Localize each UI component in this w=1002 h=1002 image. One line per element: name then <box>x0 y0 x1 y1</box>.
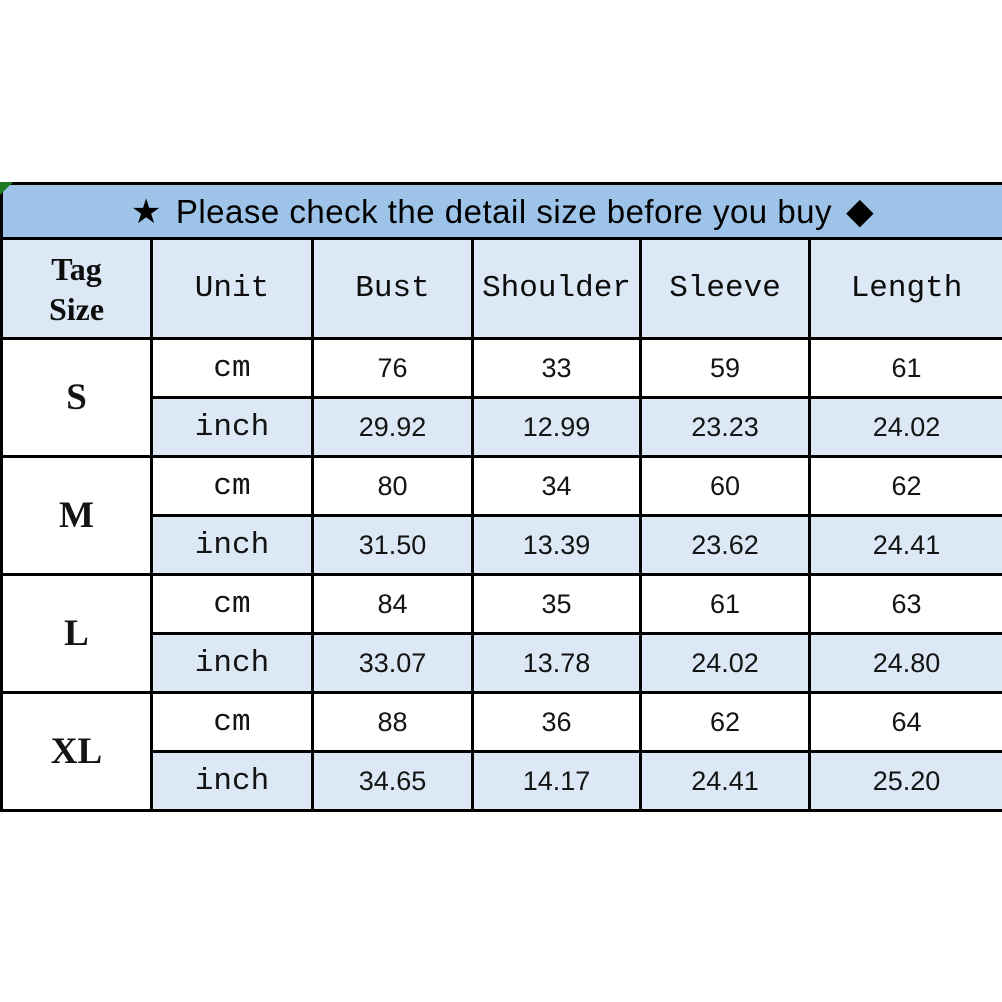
value-cell: 12.99 <box>471 396 642 458</box>
unit-cm-label: cm <box>150 691 314 753</box>
value-cell: 34.65 <box>311 750 474 812</box>
value-cell: 80 <box>311 455 474 517</box>
value-cell: 24.02 <box>639 632 811 694</box>
value-cell: 24.41 <box>639 750 811 812</box>
size-label-l: L <box>0 573 153 694</box>
size-label-xl: XL <box>0 691 153 812</box>
header-bust: Bust <box>311 237 474 340</box>
unit-inch-label: inch <box>150 750 314 812</box>
size-label-s: S <box>0 337 153 458</box>
unit-inch-label: inch <box>150 514 314 576</box>
value-cell: 76 <box>311 337 474 399</box>
corner-marker-triangle <box>0 182 13 195</box>
value-cell: 29.92 <box>311 396 474 458</box>
header-row: Tag Size Unit Bust Shoulder Sleeve Lengt… <box>0 237 1002 340</box>
value-cell: 23.62 <box>639 514 811 576</box>
value-cell: 33 <box>471 337 642 399</box>
value-cell: 33.07 <box>311 632 474 694</box>
value-cell: 60 <box>639 455 811 517</box>
value-cell: 14.17 <box>471 750 642 812</box>
value-cell: 64 <box>807 691 1002 753</box>
table-row-l-inch: inch 33.07 13.78 24.02 24.80 <box>2 632 1002 694</box>
unit-cm-label: cm <box>150 337 314 399</box>
unit-cm-label: cm <box>150 455 314 517</box>
value-cell: 35 <box>471 573 642 635</box>
value-cell: 36 <box>471 691 642 753</box>
value-cell: 24.02 <box>807 396 1002 458</box>
table-row-l-cm: L cm 84 35 61 63 <box>0 573 1002 694</box>
value-cell: 61 <box>807 337 1002 399</box>
header-tag-size: Tag Size <box>0 237 153 340</box>
banner-text: Please check the detail size before you … <box>175 193 833 230</box>
size-chart-table: ★ Please check the detail size before you… <box>0 182 1002 812</box>
value-cell: 13.39 <box>471 514 642 576</box>
table-row-xl-inch: inch 34.65 14.17 24.41 25.20 <box>2 750 1002 812</box>
size-label-m: M <box>0 455 153 576</box>
table-row-s-cm: S cm 76 33 59 61 <box>0 337 1002 458</box>
value-cell: 24.80 <box>807 632 1002 694</box>
header-sleeve: Sleeve <box>639 237 811 340</box>
value-cell: 84 <box>311 573 474 635</box>
unit-inch-label: inch <box>150 632 314 694</box>
star-icon: ★ <box>130 193 162 231</box>
unit-cm-label: cm <box>150 573 314 635</box>
value-cell: 25.20 <box>807 750 1002 812</box>
unit-inch-label: inch <box>150 396 314 458</box>
value-cell: 61 <box>639 573 811 635</box>
value-cell: 88 <box>311 691 474 753</box>
value-cell: 62 <box>807 455 1002 517</box>
value-cell: 23.23 <box>639 396 811 458</box>
value-cell: 13.78 <box>471 632 642 694</box>
value-cell: 24.41 <box>807 514 1002 576</box>
value-cell: 31.50 <box>311 514 474 576</box>
diamond-icon: ◆ <box>846 190 875 231</box>
banner-row: ★ Please check the detail size before you… <box>0 182 1002 240</box>
value-cell: 62 <box>639 691 811 753</box>
header-unit: Unit <box>150 237 314 340</box>
size-chart: ★ Please check the detail size before you… <box>0 182 1002 812</box>
table-row-m-cm: M cm 80 34 60 62 <box>0 455 1002 576</box>
header-length: Length <box>807 237 1002 340</box>
table-row-xl-cm: XL cm 88 36 62 64 <box>0 691 1002 812</box>
header-shoulder: Shoulder <box>471 237 642 340</box>
banner: ★ Please check the detail size before you… <box>0 182 1002 240</box>
table-row-s-inch: inch 29.92 12.99 23.23 24.02 <box>2 396 1002 458</box>
value-cell: 63 <box>807 573 1002 635</box>
value-cell: 59 <box>639 337 811 399</box>
value-cell: 34 <box>471 455 642 517</box>
table-row-m-inch: inch 31.50 13.39 23.62 24.41 <box>2 514 1002 576</box>
